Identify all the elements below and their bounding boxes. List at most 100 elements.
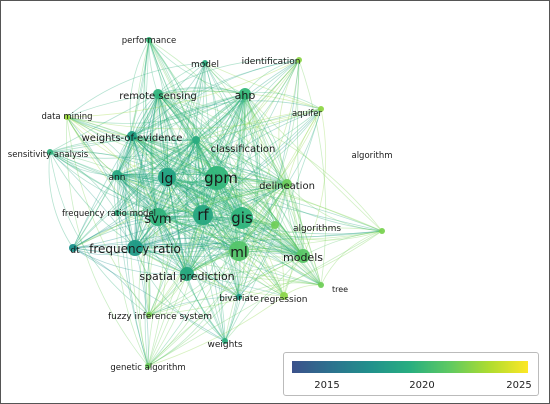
node-label-genetic-algorithm[interactable]: genetic algorithm [110, 363, 185, 373]
node-label-algorithm[interactable]: algorithm [351, 151, 392, 161]
node-ahp[interactable] [239, 88, 251, 100]
link-regression-spatial-prediction [186, 273, 285, 297]
link-delineation-svm [157, 183, 288, 218]
link-classification-weights-of-evidence [131, 135, 197, 142]
link-aquifer-models [302, 108, 327, 257]
node-label-ml[interactable]: ml [230, 245, 248, 261]
link-classification-ml [195, 139, 240, 252]
link-ml-weights-of-evidence [131, 135, 240, 252]
link-ml-remote-sensing [157, 93, 240, 252]
node-remote-sensing[interactable] [153, 89, 163, 99]
node-label-ahp[interactable]: ahp [235, 89, 256, 102]
link-delineation-spatial-prediction [186, 183, 288, 275]
node-svm[interactable] [149, 208, 167, 226]
node-label-frequency-ratio-model[interactable]: frequency ratio model [62, 209, 156, 219]
link-algorithms-genetic-algorithm [147, 224, 276, 367]
node-delineation[interactable] [282, 179, 292, 189]
node-weights-of-evidence[interactable] [127, 131, 137, 141]
node-label-bivariate[interactable]: bivariate [219, 294, 259, 304]
link-data-mining-model [66, 62, 206, 118]
link-delineation-weights-of-evidence [131, 135, 288, 185]
node-dt[interactable] [69, 244, 77, 252]
link-ml-performance [148, 39, 240, 252]
link-ann-aquifer [116, 108, 322, 176]
node-aquifer[interactable] [318, 106, 324, 112]
node-sensitivity-analysis[interactable] [47, 149, 53, 155]
link-data-mining-delineation [66, 116, 288, 185]
node-bivariate[interactable] [236, 294, 242, 300]
node-label-delineation[interactable]: delineation [259, 181, 315, 192]
link-ahp-lg [166, 93, 246, 178]
node-label-identification[interactable]: identification [242, 57, 301, 67]
node-label-classification[interactable]: classification [211, 144, 276, 155]
link-model-weights-of-evidence [131, 62, 206, 137]
node-label-tree[interactable]: tree [332, 285, 348, 294]
link-algorithms-model [204, 62, 276, 226]
link-ahp-rf [202, 93, 246, 216]
node-model[interactable] [202, 60, 208, 66]
link-ml-weights-of-evidence [131, 135, 240, 252]
link-delineation-genetic-algorithm [147, 183, 288, 367]
link-identification-spatial-prediction [186, 59, 300, 275]
link-ann-weights [116, 174, 226, 342]
node-ann[interactable] [112, 170, 122, 180]
link-dt-lg [72, 176, 168, 249]
node-spatial-prediction[interactable] [180, 267, 194, 281]
node-label-gis[interactable]: gis [231, 209, 253, 227]
link-ann-classification [116, 139, 197, 176]
node-label-rf[interactable]: rf [197, 206, 209, 224]
node-regression[interactable] [280, 292, 288, 300]
node-models[interactable] [296, 249, 310, 263]
node-label-dt[interactable]: dt [70, 246, 80, 256]
node-frequency-ratio[interactable] [127, 240, 143, 256]
node-classification[interactable] [192, 136, 200, 144]
link-fuzzy-inference-system-svm [148, 216, 164, 316]
node-gis[interactable] [231, 207, 253, 229]
node-algorithms[interactable] [271, 221, 279, 229]
link-algorithms-sensitivity-analysis [49, 151, 276, 226]
node-label-sensitivity-analysis[interactable]: sensitivity analysis [8, 150, 89, 160]
node-label-fuzzy-inference-system[interactable]: fuzzy inference system [108, 312, 212, 322]
node-genetic-algorithm[interactable] [145, 363, 151, 369]
node-label-ann[interactable]: ann [109, 173, 126, 183]
node-label-lg[interactable]: lg [161, 171, 174, 187]
node-performance[interactable] [146, 37, 152, 43]
link-remote-sensing-rf [157, 93, 204, 216]
node-label-regression[interactable]: regression [261, 295, 308, 305]
link-genetic-algorithm-gpm [147, 177, 218, 367]
node-label-gpm[interactable]: gpm [204, 169, 238, 187]
node-label-models[interactable]: models [283, 251, 323, 264]
legend-tick-2015: 2015 [314, 380, 340, 391]
link-dt-ml [72, 243, 240, 252]
node-label-remote-sensing[interactable]: remote sensing [119, 91, 197, 102]
link-classification-models [195, 139, 304, 257]
node-data-mining[interactable] [64, 114, 70, 120]
node-identification[interactable] [296, 57, 302, 63]
node-gpm[interactable] [205, 166, 229, 190]
node-label-performance[interactable]: performance [122, 36, 176, 46]
node-label-algorithms[interactable]: algorithms [293, 224, 341, 234]
link-ahp-models [244, 93, 304, 257]
link-regression-svm [157, 216, 285, 297]
node-label-model[interactable]: model [191, 60, 219, 70]
link-classification-spatial-prediction [177, 139, 197, 275]
node-label-weights[interactable]: weights [207, 340, 242, 350]
node-label-aquifer[interactable]: aquifer [292, 109, 323, 119]
node-weights[interactable] [222, 338, 228, 344]
link-genetic-algorithm-performance [128, 39, 150, 367]
node-label-frequency-ratio[interactable]: frequency ratio [89, 242, 181, 256]
link-aquifer-delineation [286, 108, 322, 185]
link-ann-delineation [116, 174, 288, 199]
node-label-svm[interactable]: svm [144, 212, 171, 227]
node-label-data-mining[interactable]: data mining [41, 112, 92, 122]
node-label-weights-of-evidence[interactable]: weights-of-evidence [82, 133, 183, 144]
node-ml[interactable] [229, 241, 249, 261]
node-fuzzy-inference-system[interactable] [146, 312, 152, 318]
node-rf[interactable] [193, 205, 213, 225]
node-lg[interactable] [158, 168, 176, 186]
node-frequency-ratio-model[interactable] [114, 210, 120, 216]
node-algorithm[interactable] [379, 228, 385, 234]
node-label-spatial-prediction[interactable]: spatial prediction [139, 270, 234, 283]
node-tree[interactable] [318, 282, 324, 288]
link-classification-remote-sensing [157, 93, 197, 141]
